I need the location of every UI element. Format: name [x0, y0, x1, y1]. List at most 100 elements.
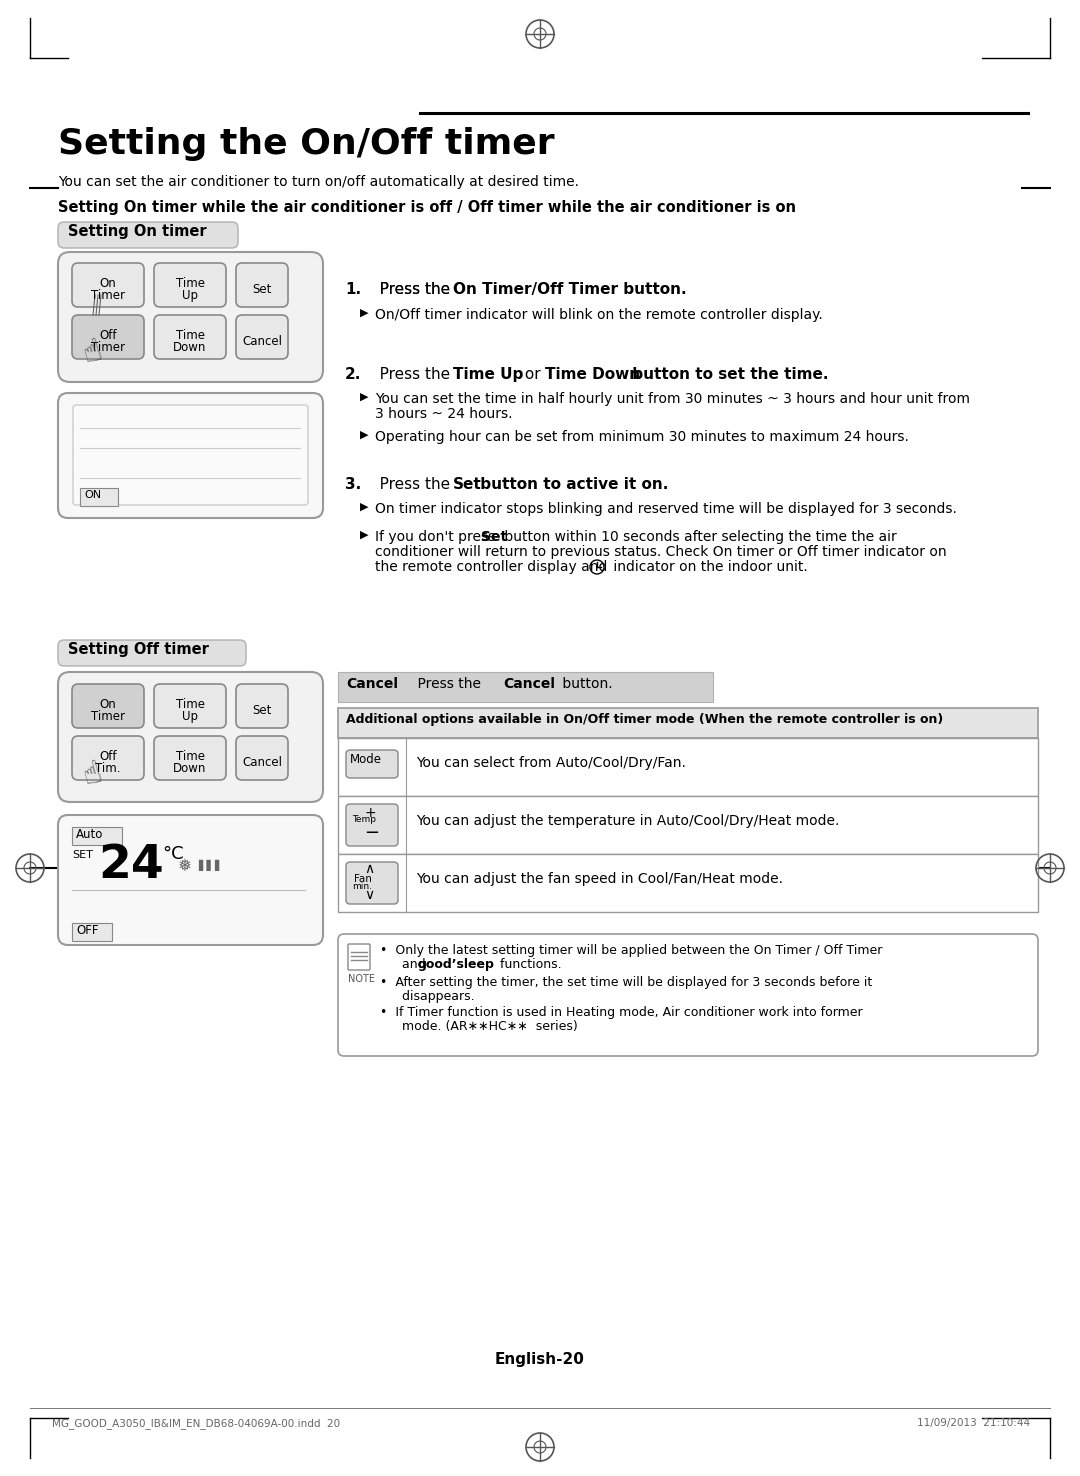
Text: Up: Up [183, 289, 198, 303]
Text: On: On [99, 277, 117, 289]
Text: Operating hour can be set from minimum 30 minutes to maximum 24 hours.: Operating hour can be set from minimum 3… [375, 430, 909, 444]
Text: ❅: ❅ [178, 858, 192, 875]
Text: ▌▌▌: ▌▌▌ [198, 861, 224, 871]
Bar [338, 672, 713, 703]
Text: disappears.: disappears. [390, 990, 474, 1004]
FancyBboxPatch shape [346, 750, 399, 778]
Text: button to set the time.: button to set the time. [627, 368, 828, 382]
Bar [72, 827, 122, 844]
Text: MG_GOOD_A3050_IB&IM_EN_DB68-04069A-00.indd  20: MG_GOOD_A3050_IB&IM_EN_DB68-04069A-00.in… [52, 1418, 340, 1429]
Text: You can set the air conditioner to turn on/off automatically at desired time.: You can set the air conditioner to turn … [58, 176, 579, 189]
FancyBboxPatch shape [58, 221, 238, 248]
Text: Additional options available in On/Off timer mode (When the remote controller is: Additional options available in On/Off t… [346, 713, 943, 726]
Text: or: or [519, 368, 545, 382]
Bar [338, 855, 1038, 912]
Text: •  If Timer function is used in Heating mode, Air conditioner work into former: • If Timer function is used in Heating m… [380, 1007, 863, 1018]
Text: button within 10 seconds after selecting the time the air: button within 10 seconds after selecting… [500, 530, 896, 545]
Text: 24: 24 [98, 843, 164, 889]
Bar [338, 738, 1038, 796]
FancyBboxPatch shape [58, 252, 323, 382]
Text: Press the: Press the [365, 282, 455, 297]
FancyBboxPatch shape [58, 641, 246, 666]
Text: Press the: Press the [365, 282, 455, 297]
Text: SET: SET [72, 850, 93, 861]
FancyBboxPatch shape [58, 815, 323, 945]
Text: ∧: ∧ [364, 862, 374, 875]
FancyBboxPatch shape [154, 263, 226, 307]
Bar [338, 796, 1038, 855]
Text: On timer indicator stops blinking and reserved time will be displayed for 3 seco: On timer indicator stops blinking and re… [375, 502, 957, 517]
Text: •  Only the latest setting timer will be applied between the On Timer / Off Time: • Only the latest setting timer will be … [380, 945, 882, 956]
Text: +: + [364, 806, 376, 821]
Text: button to active it on.: button to active it on. [475, 477, 669, 492]
Text: Set: Set [253, 283, 272, 297]
Text: Press the: Press the [365, 368, 455, 382]
Text: You can set the time in half hourly unit from 30 minutes ~ 3 hours and hour unit: You can set the time in half hourly unit… [375, 393, 970, 406]
Text: and: and [390, 958, 430, 971]
Text: On Timer/Off Timer button.: On Timer/Off Timer button. [453, 282, 687, 297]
Text: Cancel: Cancel [503, 677, 555, 691]
Text: Timer: Timer [91, 710, 125, 723]
Text: Setting Off timer: Setting Off timer [68, 642, 208, 657]
Text: °C: °C [162, 844, 184, 863]
Text: You can adjust the fan speed in Cool/Fan/Heat mode.: You can adjust the fan speed in Cool/Fan… [416, 872, 783, 886]
Text: mode. (AR∗∗HC∗∗  series): mode. (AR∗∗HC∗∗ series) [390, 1020, 578, 1033]
Text: Tim.: Tim. [95, 762, 121, 775]
Text: Set: Set [253, 704, 272, 717]
Text: ▶: ▶ [360, 308, 368, 317]
FancyBboxPatch shape [58, 672, 323, 801]
Text: Timer: Timer [91, 341, 125, 354]
Bar [80, 489, 118, 506]
Text: OFF: OFF [76, 924, 98, 937]
Text: 3.: 3. [345, 477, 361, 492]
Text: ☝: ☝ [80, 759, 106, 791]
FancyBboxPatch shape [58, 393, 323, 518]
Text: indicator on the indoor unit.: indicator on the indoor unit. [609, 559, 808, 574]
Text: Press the: Press the [400, 677, 485, 691]
FancyBboxPatch shape [154, 737, 226, 779]
Text: Press the: Press the [365, 477, 455, 492]
Text: 3 hours ~ 24 hours.: 3 hours ~ 24 hours. [375, 407, 513, 421]
Text: Setting the On/Off timer: Setting the On/Off timer [58, 127, 555, 161]
Text: Set: Set [481, 530, 508, 545]
Text: If you don't press: If you don't press [375, 530, 500, 545]
Text: Set: Set [453, 477, 482, 492]
Text: ON: ON [84, 490, 102, 500]
FancyBboxPatch shape [73, 404, 308, 505]
Text: functions.: functions. [496, 958, 562, 971]
FancyBboxPatch shape [72, 737, 144, 779]
Text: Down: Down [173, 762, 206, 775]
Text: 11/09/2013  21:10:44: 11/09/2013 21:10:44 [917, 1418, 1030, 1427]
Text: English-20: English-20 [495, 1352, 585, 1367]
Text: Timer: Timer [91, 289, 125, 303]
Text: ▶: ▶ [360, 393, 368, 401]
Text: 1.: 1. [345, 282, 361, 297]
Text: Time: Time [175, 750, 204, 763]
Text: •  After setting the timer, the set time will be displayed for 3 seconds before : • After setting the timer, the set time … [380, 976, 873, 989]
Text: Time: Time [175, 698, 204, 711]
FancyBboxPatch shape [237, 683, 288, 728]
Text: Temp: Temp [352, 815, 376, 824]
Text: You can select from Auto/Cool/Dry/Fan.: You can select from Auto/Cool/Dry/Fan. [416, 756, 686, 770]
Text: Time Up: Time Up [453, 368, 524, 382]
Text: Cancel: Cancel [242, 335, 282, 348]
Bar [338, 708, 1038, 738]
Text: Off: Off [99, 329, 117, 342]
Text: Time Down: Time Down [545, 368, 640, 382]
Text: You can adjust the temperature in Auto/Cool/Dry/Heat mode.: You can adjust the temperature in Auto/C… [416, 813, 839, 828]
FancyBboxPatch shape [338, 934, 1038, 1055]
Text: Time: Time [175, 277, 204, 289]
Text: button.: button. [558, 677, 612, 691]
Text: Time: Time [175, 329, 204, 342]
Text: Off: Off [99, 750, 117, 763]
Text: ☝: ☝ [80, 337, 106, 369]
Text: Cancel: Cancel [346, 677, 399, 691]
Text: Fan: Fan [354, 874, 372, 884]
Text: Setting On timer while the air conditioner is off / Off timer while the air cond: Setting On timer while the air condition… [58, 201, 796, 215]
Text: Mode: Mode [350, 753, 382, 766]
Text: On/Off timer indicator will blink on the remote controller display.: On/Off timer indicator will blink on the… [375, 308, 823, 322]
FancyBboxPatch shape [346, 804, 399, 846]
Text: ▶: ▶ [360, 502, 368, 512]
Text: the remote controller display and: the remote controller display and [375, 559, 611, 574]
FancyBboxPatch shape [72, 263, 144, 307]
